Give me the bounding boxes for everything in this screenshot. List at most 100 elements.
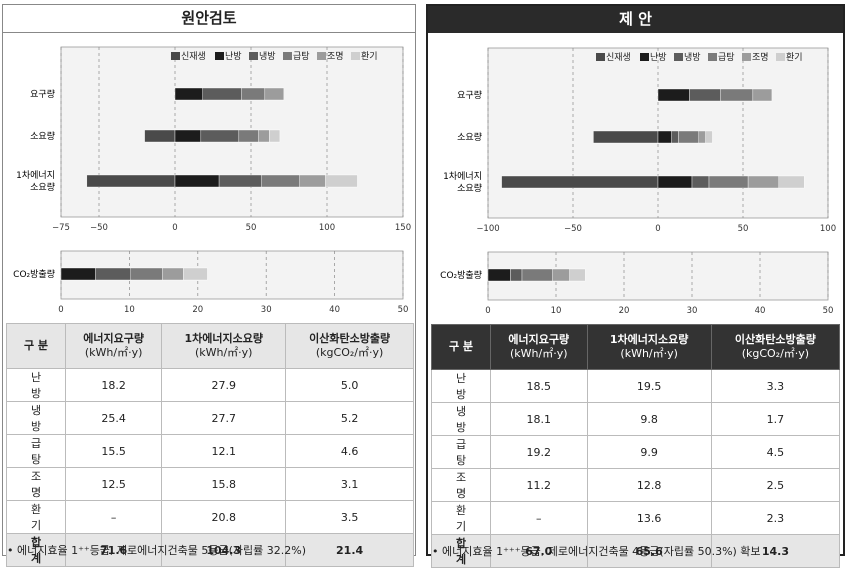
bar-segment [593,130,659,144]
tick-label: 20 [192,305,203,315]
tick-label: 100 [319,223,335,233]
row-label: 환 기 [431,501,491,535]
legend-label: 환기 [786,51,803,63]
table-cell: 11.2 [490,468,588,502]
summary-note: • 에너지효율 1⁺⁺⁺등급, 제로에너지건축물 4등급(자립률 50.3%) … [432,545,761,558]
category-label: 소요량 [30,181,55,193]
column-header: 에너지요구량 (kWh/㎡·y) [490,324,588,370]
table-row: 조 명 12.5 15.8 3.1 [6,467,414,501]
proposal-original-panel: 원안검토 −75 −50 0 50 100 150 신재생 난방 냉방 급탕 조명 환기 요구량 소요량 1… [2,4,416,567]
panel-title: 제 안 [428,6,843,33]
table-cell: 27.9 [161,368,287,402]
bar-segment [325,174,358,188]
legend-swatch [742,53,751,61]
bar-segment [202,87,242,101]
bar-segment [698,130,706,144]
legend-label: 냉방 [684,52,701,63]
co2-chart-proposal: 0 10 20 30 40 50 CO₂방출량 [428,242,843,322]
table-cell: 19.2 [490,435,588,469]
legend-swatch [674,53,683,61]
bar-segment [752,88,773,102]
table-cell: 25.4 [64,401,163,435]
bar-segment [720,88,754,102]
tick-label: 30 [261,305,272,315]
tick-label: 50 [246,223,257,233]
category-label: 소요량 [457,131,482,143]
table-cell: 5.0 [285,368,414,402]
table-row: 냉 방 18.1 9.8 1.7 [431,402,841,436]
legend-label: 냉방 [259,51,276,62]
legend-swatch [596,53,605,61]
tick-label: −75 [52,223,70,233]
bar-segment [183,267,208,281]
legend-label: 신재생 [606,52,631,63]
tick-label: 0 [58,305,63,315]
column-header-category: 구 분 [6,323,66,369]
tick-label: 0 [655,224,660,234]
legend-label: 급탕 [718,52,735,63]
proposal-new-panel: 제 안 −100 −50 0 50 100 신재생 난방 냉방 급탕 조명 환기 요구량 소요량 1차에너… [426,4,845,568]
bar-segment [86,174,176,188]
co2-chart-original: 0 10 20 30 40 50 CO₂방출량 [3,241,415,321]
category-label: CO₂방출량 [440,269,482,281]
tick-label: 0 [172,223,177,233]
bar-segment [657,130,672,144]
table-row: 냉 방 25.4 27.7 5.2 [6,401,414,435]
category-label: 1차에너지 [16,169,55,181]
bar-segment [218,174,262,188]
bar-segment [269,129,281,143]
bar-segment [501,175,659,189]
row-label: 냉 방 [431,402,491,436]
table-cell: 2.3 [710,501,841,535]
legend-label: 난방 [225,51,242,62]
summary-note: • 에너지효율 1⁺⁺등급, 제로에너지건축물 5등급(자립률 32.2%) [7,544,307,557]
table-row: 환 기 –20.8 3.5 [6,500,414,534]
panel-title: 원안검토 [3,5,415,33]
legend-swatch [249,52,258,60]
table-cell: 15.5 [64,434,163,468]
table-cell: 18.5 [490,369,588,403]
column-header: 1차에너지소요량 (kWh/㎡·y) [161,323,287,369]
category-label: 소요량 [457,182,482,194]
bar-segment [689,88,721,102]
tick-label: 50 [738,224,749,234]
table-cell: 12.1 [161,434,287,468]
legend-label: 조명 [752,52,769,63]
legend-swatch [283,52,292,60]
table-cell: 4.5 [710,435,841,469]
bar-segment [264,87,285,101]
bar-segment [678,130,699,144]
row-label: 냉 방 [6,401,66,435]
category-label: 요구량 [30,88,55,100]
bar-segment [94,267,131,281]
column-header: 이산화탄소방출량 (kgCO₂/㎡·y) [710,324,841,370]
table-cell: – [64,500,163,534]
bar-segment [691,175,710,189]
energy-chart-proposal: −100 −50 0 50 100 신재생 난방 냉방 급탕 조명 환기 요구량 소요량 1차에너지 소요량 [428,40,843,235]
legend-label: 조명 [327,51,344,62]
row-label: 급 탕 [431,435,491,469]
category-label: 1차에너지 [443,170,482,182]
category-label: 소요량 [30,130,55,142]
tick-label: 50 [823,306,834,316]
table-cell: 5.2 [285,401,414,435]
table-cell: 1.7 [710,402,841,436]
bar-segment [130,267,163,281]
tick-label: −50 [564,224,582,234]
table-cell: 13.6 [586,501,712,535]
co2-chart-svg: 0 10 20 30 40 50 CO₂방출량 [440,251,834,316]
table-cell: – [490,501,588,535]
column-header: 1차에너지소요량 (kWh/㎡·y) [586,324,712,370]
table-cell: 3.1 [285,467,414,501]
bar-segment [657,88,690,102]
tick-label: 0 [485,306,490,316]
legend-swatch [351,52,360,60]
row-label: 난 방 [6,368,66,402]
energy-table-original: 구 분 에너지요구량 (kWh/㎡·y) 1차에너지소요량 (kWh/㎡·y) 이산화탄소… [6,323,414,567]
bar-segment [705,130,713,144]
bar-segment [521,268,553,282]
legend-label: 신재생 [181,51,206,62]
legend-swatch [171,52,180,60]
